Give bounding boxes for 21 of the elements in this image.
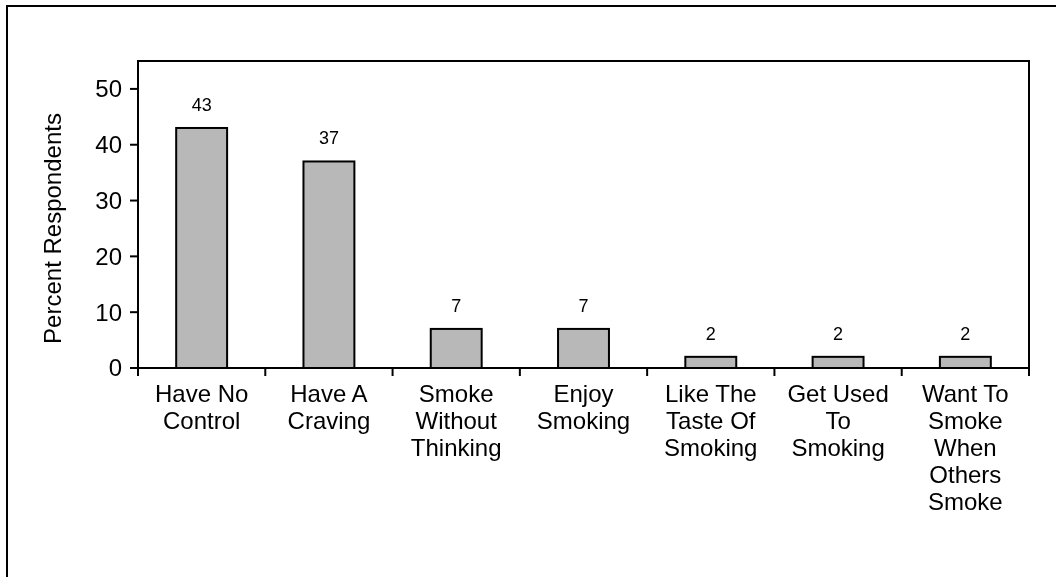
x-tick-label: Get Used To Smoking [787,380,889,461]
data-label: 37 [318,128,339,149]
data-label: 2 [705,323,716,344]
y-tick-label: 30 [95,186,122,214]
y-tick-label: 0 [108,354,122,382]
y-tick-label: 20 [95,242,122,270]
x-tick-label: Enjoy Smoking [536,380,631,434]
x-tick-label: Like The Taste Of Smoking [664,380,758,461]
x-tick-label: Have A Craving [287,380,371,434]
y-tick-label: 50 [95,75,122,103]
x-tick-label: Have No Control [154,380,249,434]
data-label: 43 [191,94,212,115]
data-label: 7 [578,295,589,316]
data-label: 2 [960,323,971,344]
x-tick-label: Smoke Without Thinking [410,380,502,461]
data-label: 2 [833,323,844,344]
x-tick-label: Want To Smoke When Others Smoke [922,380,1009,515]
data-label: 7 [451,295,462,316]
y-tick-label: 40 [95,131,122,159]
y-axis-title: Percent Respondents [39,113,66,344]
y-tick-label: 10 [95,298,122,326]
